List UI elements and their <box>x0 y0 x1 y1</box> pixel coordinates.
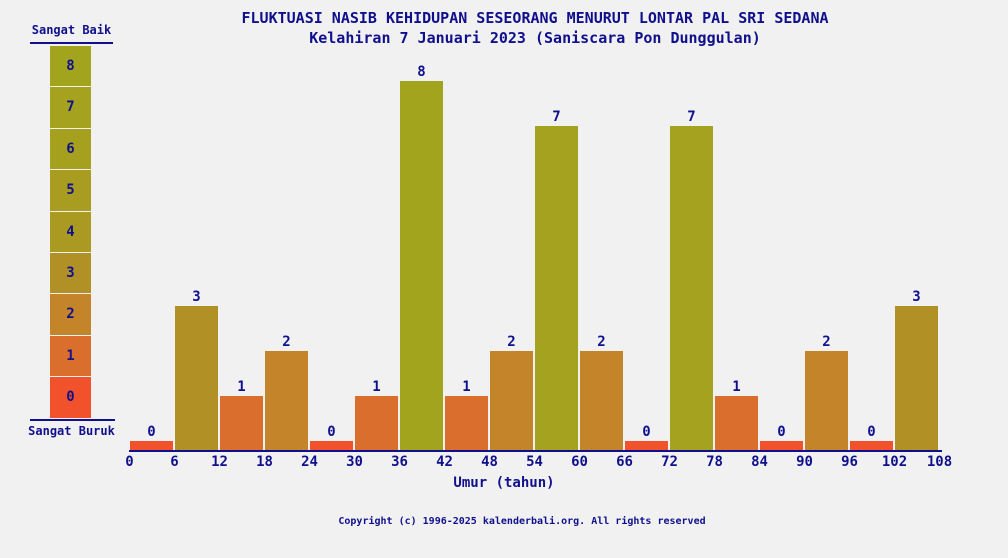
chart-subtitle: Kelahiran 7 Januari 2023 (Saniscara Pon … <box>309 29 761 47</box>
legend-box-4: 4 <box>50 211 91 252</box>
x-axis-line <box>129 450 942 452</box>
x-tick-label-96: 96 <box>841 454 858 470</box>
legend-box-2: 2 <box>50 294 91 335</box>
x-tick-label-6: 6 <box>170 454 179 470</box>
x-axis-title: Umur (tahun) <box>453 475 555 491</box>
legend-box-3: 3 <box>50 252 91 294</box>
bar-value-label: 7 <box>687 109 696 125</box>
bar-age-60-66 <box>580 351 623 451</box>
bar-value-label: 7 <box>552 109 561 125</box>
x-tick-label-24: 24 <box>301 454 318 470</box>
legend-box-7: 7 <box>50 87 91 128</box>
x-tick-label-36: 36 <box>391 454 408 470</box>
legend-box-0: 0 <box>50 377 91 418</box>
bar-value-label: 2 <box>822 334 831 350</box>
bar-age-84-90 <box>760 441 803 451</box>
bar-value-label: 2 <box>282 334 291 350</box>
x-tick-label-42: 42 <box>436 454 453 470</box>
bar-value-label: 2 <box>597 334 606 350</box>
copyright-text: Copyright (c) 1996-2025 kalenderbali.org… <box>338 516 706 527</box>
bar-value-label: 0 <box>867 424 876 440</box>
bar-value-label: 1 <box>237 379 246 395</box>
bar-age-24-30 <box>310 441 353 451</box>
bar-age-18-24 <box>265 351 308 451</box>
legend-bottom-rule <box>30 419 115 421</box>
legend-label-worst: Sangat Buruk <box>28 424 115 438</box>
legend-label-best: Sangat Baik <box>31 23 112 37</box>
x-tick-label-108: 108 <box>926 454 953 470</box>
x-tick-label-54: 54 <box>526 454 543 470</box>
x-tick-label-0: 0 <box>125 454 134 470</box>
bar-age-6-12 <box>175 306 218 451</box>
x-tick-label-48: 48 <box>481 454 498 470</box>
bar-age-48-54 <box>490 351 533 451</box>
bar-age-30-36 <box>355 396 398 451</box>
x-tick-label-72: 72 <box>661 454 678 470</box>
bar-age-66-72 <box>625 441 668 451</box>
bar-value-label: 8 <box>417 64 426 80</box>
bar-age-90-96 <box>805 351 848 451</box>
chart-title: FLUKTUASI NASIB KEHIDUPAN SESEORANG MENU… <box>241 9 829 27</box>
bar-age-12-18 <box>220 396 263 451</box>
bar-value-label: 1 <box>462 379 471 395</box>
bar-age-36-42 <box>400 81 443 451</box>
bar-value-label: 0 <box>327 424 336 440</box>
bar-value-label: 0 <box>147 424 156 440</box>
bar-age-42-48 <box>445 396 488 451</box>
bar-age-0-6 <box>130 441 173 451</box>
bar-value-label: 0 <box>777 424 786 440</box>
x-tick-label-12: 12 <box>211 454 228 470</box>
x-tick-label-84: 84 <box>751 454 768 470</box>
legend-box-5: 5 <box>50 170 91 211</box>
bar-value-label: 0 <box>642 424 651 440</box>
bar-age-102-108 <box>895 306 938 451</box>
x-axis-ticks: 0 6 12 18 24 30 36 42 48 54 60 66 72 78 84 90 96 102 108 <box>125 454 952 471</box>
bar-age-78-84 <box>715 396 758 451</box>
x-tick-label-18: 18 <box>256 454 273 470</box>
legend-top-rule <box>30 42 113 44</box>
x-tick-label-102: 102 <box>881 454 908 470</box>
legend-box-6: 6 <box>50 128 91 170</box>
legend-box-1: 1 <box>50 335 91 377</box>
bar-value-label: 3 <box>192 289 201 305</box>
bar-age-72-78 <box>670 126 713 451</box>
bar-value-label: 3 <box>912 289 921 305</box>
x-tick-label-78: 78 <box>706 454 723 470</box>
bar-value-label: 1 <box>732 379 741 395</box>
bar-value-label: 2 <box>507 334 516 350</box>
x-tick-label-90: 90 <box>796 454 813 470</box>
x-tick-label-60: 60 <box>571 454 588 470</box>
bar-age-54-60 <box>535 126 578 451</box>
bar-value-label: 1 <box>372 379 381 395</box>
x-tick-label-66: 66 <box>616 454 633 470</box>
legend-box-8: 8 <box>50 46 91 87</box>
bar-age-96-102 <box>850 441 893 451</box>
x-tick-label-30: 30 <box>346 454 363 470</box>
